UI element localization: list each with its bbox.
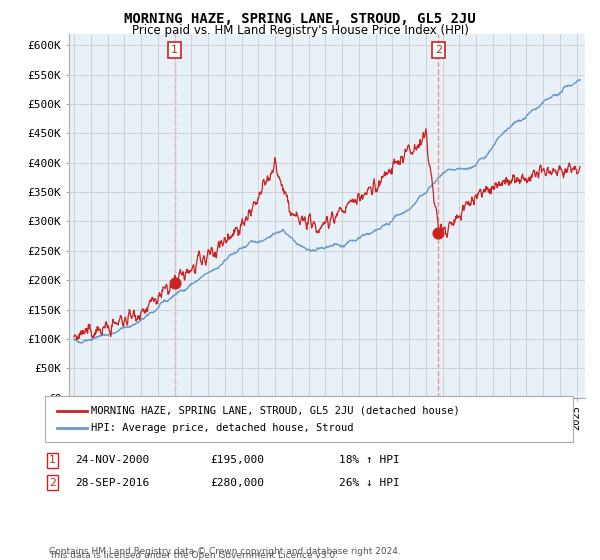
Text: 18% ↑ HPI: 18% ↑ HPI [339, 455, 400, 465]
Text: HPI: Average price, detached house, Stroud: HPI: Average price, detached house, Stro… [91, 423, 354, 433]
Point [434, 228, 443, 237]
Text: 2: 2 [49, 478, 56, 488]
Text: Price paid vs. HM Land Registry's House Price Index (HPI): Price paid vs. HM Land Registry's House … [131, 24, 469, 37]
Text: £195,000: £195,000 [210, 455, 264, 465]
Text: MORNING HAZE, SPRING LANE, STROUD, GL5 2JU: MORNING HAZE, SPRING LANE, STROUD, GL5 2… [124, 12, 476, 26]
Text: 2: 2 [435, 45, 442, 55]
Text: 26% ↓ HPI: 26% ↓ HPI [339, 478, 400, 488]
Text: 28-SEP-2016: 28-SEP-2016 [75, 478, 149, 488]
Text: This data is licensed under the Open Government Licence v3.0.: This data is licensed under the Open Gov… [49, 551, 338, 560]
Text: 1: 1 [49, 455, 56, 465]
Text: MORNING HAZE, SPRING LANE, STROUD, GL5 2JU (detached house): MORNING HAZE, SPRING LANE, STROUD, GL5 2… [91, 405, 460, 416]
Point [170, 279, 179, 288]
Text: £280,000: £280,000 [210, 478, 264, 488]
Text: 1: 1 [171, 45, 178, 55]
Text: Contains HM Land Registry data © Crown copyright and database right 2024.: Contains HM Land Registry data © Crown c… [49, 547, 401, 556]
Text: 24-NOV-2000: 24-NOV-2000 [75, 455, 149, 465]
